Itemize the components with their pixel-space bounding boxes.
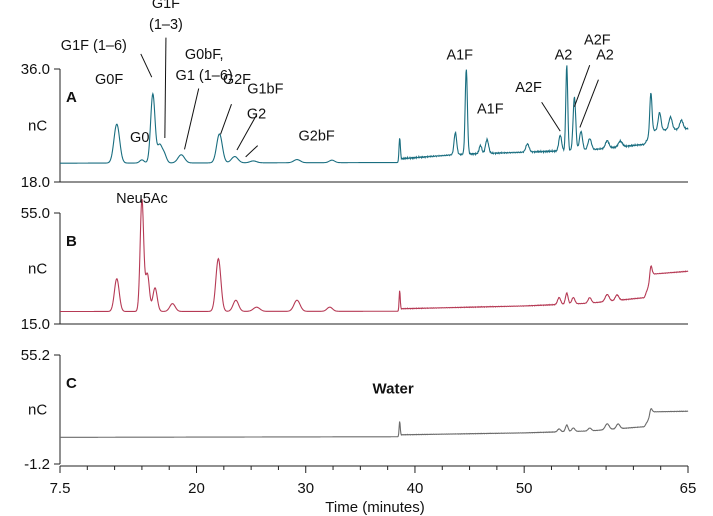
panel-c: 55.2 -1.2 nC C Water bbox=[21, 347, 689, 473]
peak-label: A1F bbox=[477, 102, 504, 118]
x-axis-label: Time (minutes) bbox=[325, 499, 424, 516]
peak-label: G2bF bbox=[299, 129, 335, 145]
y-axis-label: nC bbox=[28, 261, 47, 278]
x-tick-label: 65 bbox=[680, 480, 697, 497]
label-leader-line bbox=[220, 103, 232, 135]
chromatogram-trace-c bbox=[60, 407, 689, 438]
panel-b: 55.0 15.0 nC B Neu5Ac bbox=[21, 191, 689, 333]
peak-label: A2 bbox=[596, 48, 614, 64]
label-leader-line bbox=[579, 79, 599, 128]
label-leader-line bbox=[164, 37, 167, 139]
x-tick-label: 30 bbox=[297, 480, 314, 497]
label-leader-line bbox=[245, 145, 259, 158]
y-tick-label: 15.0 bbox=[21, 316, 50, 333]
label-leader-line bbox=[573, 65, 591, 107]
peak-label: G1F (1–6) bbox=[61, 38, 127, 54]
panel-letter: B bbox=[66, 233, 77, 250]
peak-label: G1F (1–3) bbox=[149, 0, 183, 33]
panel-letter: A bbox=[66, 89, 77, 106]
peak-label: G2 bbox=[247, 107, 266, 123]
chromatogram-trace-a bbox=[60, 65, 689, 164]
y-axis-label: nC bbox=[28, 118, 47, 135]
label-leader-line bbox=[541, 102, 561, 132]
peak-label: A2F bbox=[584, 33, 611, 49]
y-tick-label: 36.0 bbox=[21, 61, 50, 78]
y-tick-label: 18.0 bbox=[21, 174, 50, 191]
panel-a: 36.0 18.0 nC A G0F G0 G1F (1–6) G1F (1–3) G0bF, G1… bbox=[21, 0, 689, 191]
peak-label: Neu5Ac bbox=[116, 191, 168, 207]
water-note: Water bbox=[373, 380, 414, 397]
label-leader-line bbox=[236, 114, 258, 151]
peak-label: G1bF bbox=[247, 81, 283, 97]
x-tick-label: 40 bbox=[407, 480, 424, 497]
label-leader-line bbox=[140, 53, 153, 78]
y-tick-label: 55.2 bbox=[21, 347, 50, 364]
y-axis-label: nC bbox=[28, 402, 47, 419]
x-tick-label: 7.5 bbox=[50, 480, 71, 497]
x-tick-label: 20 bbox=[188, 480, 205, 497]
peak-label: G2F bbox=[223, 72, 251, 88]
peak-label: A1F bbox=[446, 48, 473, 64]
y-tick-label: -1.2 bbox=[24, 456, 50, 473]
x-tick-label: 50 bbox=[516, 480, 533, 497]
x-axis: 7.5 20 30 40 50 65 Time (minutes) bbox=[50, 465, 697, 516]
y-tick-label: 55.0 bbox=[21, 205, 50, 222]
label-leader-line bbox=[184, 88, 200, 150]
peak-label: G0 bbox=[130, 130, 149, 146]
panel-letter: C bbox=[66, 375, 77, 392]
peak-label: G0bF, G1 (1–6) bbox=[176, 47, 233, 84]
peak-label: G0F bbox=[95, 72, 123, 88]
peak-label: A2 bbox=[555, 48, 573, 64]
chromatogram-trace-b bbox=[60, 198, 689, 313]
peak-label: A2F bbox=[515, 80, 542, 96]
